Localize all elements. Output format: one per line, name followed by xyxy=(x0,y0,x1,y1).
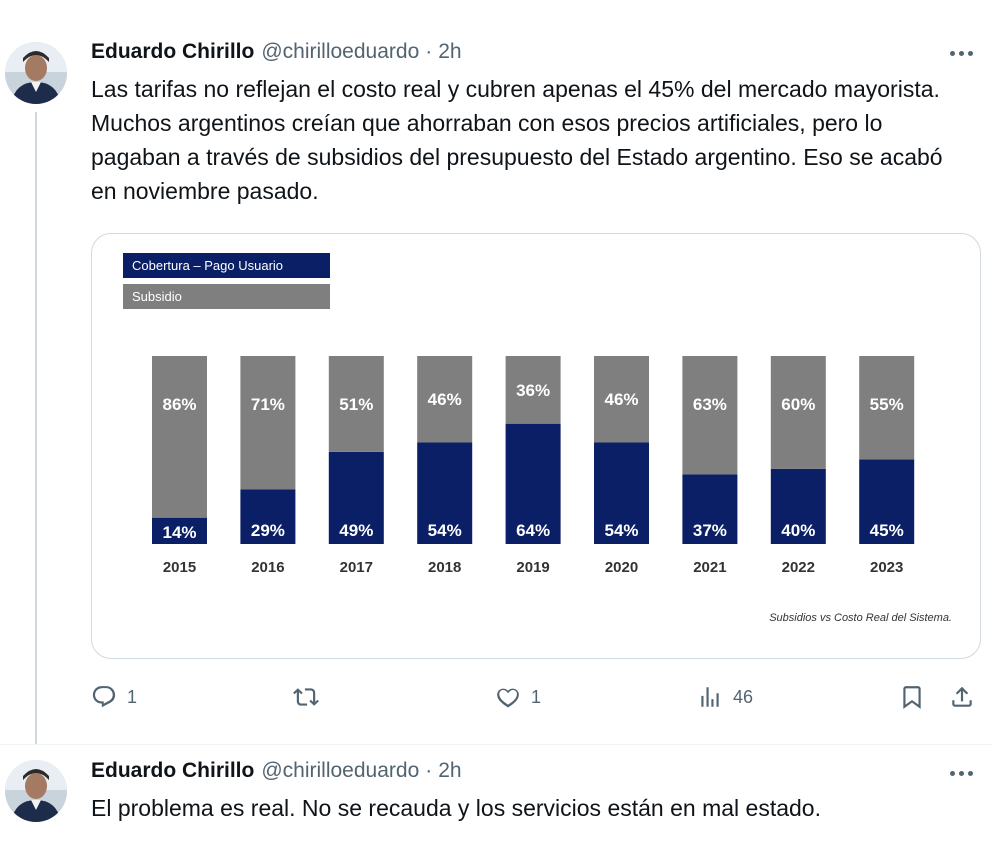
avatar-image xyxy=(5,42,67,104)
bar-subsidio-2016 xyxy=(240,356,296,490)
data-label-subsidio-2017: 51% xyxy=(339,395,373,414)
analytics-icon xyxy=(701,687,719,707)
bookmark-button[interactable] xyxy=(899,679,925,715)
views-count: 46 xyxy=(733,686,754,707)
bar-cobertura-2015 xyxy=(152,517,207,544)
tweet-text: El problema es real. No se recauda y los… xyxy=(91,795,821,821)
avatar-image xyxy=(5,760,67,822)
data-label-subsidio-2020: 46% xyxy=(604,390,638,409)
data-label-cobertura-2016: 29% xyxy=(251,521,285,540)
author-handle[interactable]: @chirilloeduardo xyxy=(261,759,420,782)
data-label-cobertura-2021: 37% xyxy=(693,521,727,540)
bar-subsidio-2022 xyxy=(770,356,826,469)
bar-subsidio-2017 xyxy=(328,356,384,452)
thread-connector-line xyxy=(35,112,37,744)
x-tick-label-2019: 2019 xyxy=(516,559,549,576)
x-tick-label-2021: 2021 xyxy=(693,559,726,576)
data-label-cobertura-2018: 54% xyxy=(428,521,462,540)
chart-image-card[interactable]: Cobertura – Pago Usuario Subsidio 14% 86%… xyxy=(91,233,981,659)
stacked-bar-chart: 14% 86% 2015 29% 71% 2016 49% 51% 2017 54% 46% 2018… xyxy=(152,356,915,576)
bar-subsidio-2018 xyxy=(417,356,473,443)
data-label-subsidio-2015: 86% xyxy=(162,395,196,414)
x-tick-label-2018: 2018 xyxy=(428,559,461,576)
retweet-button[interactable] xyxy=(293,679,329,715)
author-name[interactable]: Eduardo Chirillo xyxy=(91,759,255,782)
tweet-divider xyxy=(0,744,992,745)
bar-subsidio-2021 xyxy=(682,356,738,475)
bar-subsidio-2019 xyxy=(505,356,561,424)
reply-count: 1 xyxy=(127,686,138,707)
x-tick-label-2016: 2016 xyxy=(251,559,284,576)
avatar[interactable] xyxy=(5,760,67,822)
data-label-cobertura-2017: 49% xyxy=(339,521,373,540)
bar-cobertura-2017 xyxy=(328,451,384,544)
bar-subsidio-2023 xyxy=(859,356,915,460)
tweet-header: Eduardo Chirillo @chirilloeduardo · 2h xyxy=(91,38,462,66)
legend-entry-subsidio: Subsidio xyxy=(123,284,330,309)
data-label-subsidio-2016: 71% xyxy=(251,395,285,414)
reply-button[interactable]: 1 xyxy=(91,679,137,715)
heart-icon xyxy=(497,688,519,708)
data-label-cobertura-2020: 54% xyxy=(604,521,638,540)
more-icon[interactable] xyxy=(946,761,976,785)
data-label-subsidio-2021: 63% xyxy=(693,395,727,414)
author-name[interactable]: Eduardo Chirillo xyxy=(91,40,255,63)
data-label-subsidio-2023: 55% xyxy=(870,395,904,414)
bar-cobertura-2019 xyxy=(505,423,561,544)
like-button[interactable]: 1 xyxy=(495,679,541,715)
data-label-subsidio-2022: 60% xyxy=(781,395,815,414)
share-button[interactable] xyxy=(949,679,975,715)
x-tick-label-2017: 2017 xyxy=(340,559,373,576)
retweet-icon xyxy=(293,688,319,706)
x-tick-label-2020: 2020 xyxy=(605,559,638,576)
header-separator: · xyxy=(425,40,433,63)
data-label-cobertura-2019: 64% xyxy=(516,521,550,540)
x-tick-label-2022: 2022 xyxy=(782,559,815,576)
bar-subsidio-2020 xyxy=(594,356,649,443)
bar-cobertura-2023 xyxy=(859,459,915,544)
data-label-subsidio-2019: 36% xyxy=(516,381,550,400)
views-button[interactable]: 46 xyxy=(697,679,753,715)
data-label-cobertura-2023: 45% xyxy=(870,521,904,540)
more-icon[interactable] xyxy=(946,41,976,65)
chart-caption: Subsidios vs Costo Real del Sistema. xyxy=(769,612,952,624)
tweet-actions: 1 1 46 xyxy=(91,679,981,715)
x-tick-label-2023: 2023 xyxy=(870,559,903,576)
tweet-header: Eduardo Chirillo @chirilloeduardo · 2h xyxy=(91,757,462,785)
data-label-cobertura-2015: 14% xyxy=(162,523,196,542)
author-handle[interactable]: @chirilloeduardo xyxy=(261,40,420,63)
bar-cobertura-2022 xyxy=(770,468,826,544)
tweet-timestamp[interactable]: 2h xyxy=(438,759,462,782)
tweet-timestamp[interactable]: 2h xyxy=(438,40,462,63)
reply-icon xyxy=(92,686,116,708)
x-tick-label-2015: 2015 xyxy=(163,559,196,576)
tweet-text: Las tarifas no reflejan el costo real y … xyxy=(91,76,943,204)
like-count: 1 xyxy=(531,686,542,707)
header-separator: · xyxy=(425,759,433,782)
data-label-cobertura-2022: 40% xyxy=(781,521,815,540)
bar-subsidio-2015 xyxy=(152,356,207,518)
data-label-subsidio-2018: 46% xyxy=(428,390,462,409)
bar-cobertura-2021 xyxy=(682,474,738,544)
bar-cobertura-2016 xyxy=(240,489,296,544)
bar-cobertura-2018 xyxy=(417,442,473,544)
legend-entry-cobertura: Cobertura – Pago Usuario xyxy=(123,253,330,278)
avatar[interactable] xyxy=(5,42,67,104)
share-icon xyxy=(952,686,972,707)
bar-cobertura-2020 xyxy=(594,442,649,544)
bookmark-icon xyxy=(903,686,921,709)
